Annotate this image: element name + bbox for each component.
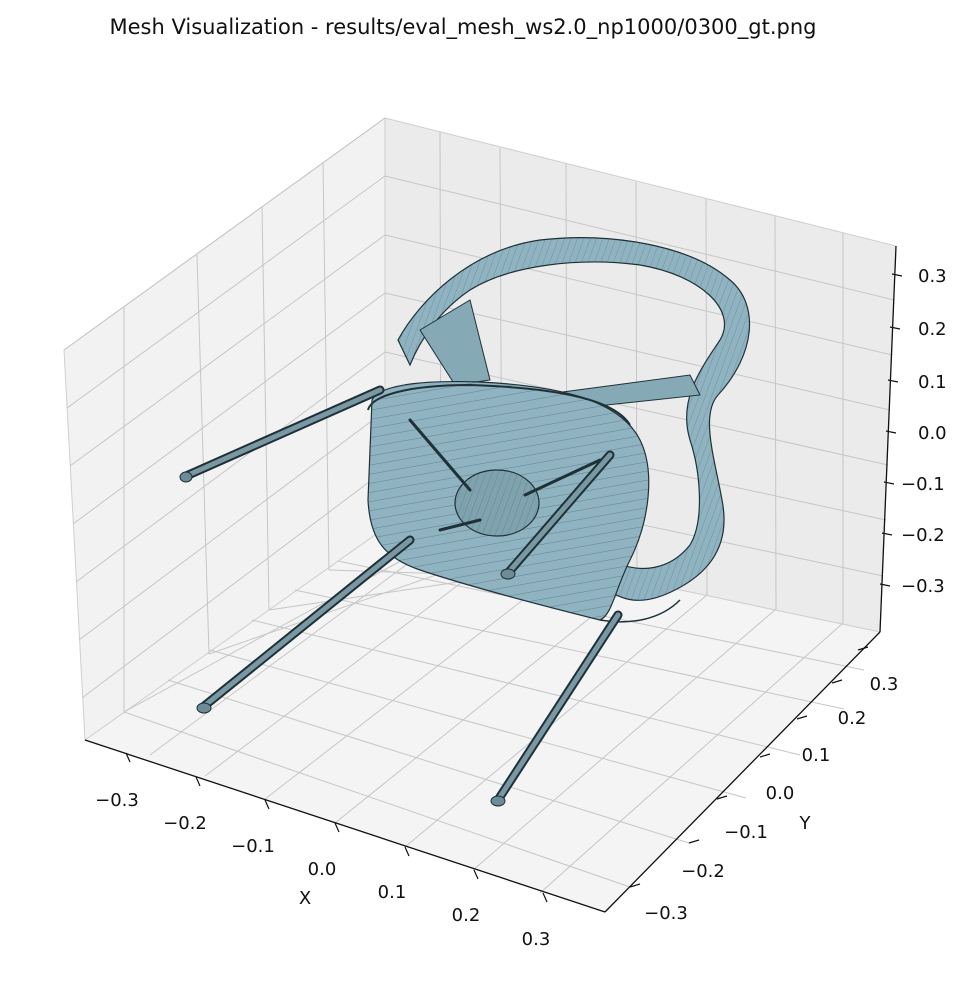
y-axis-ticks <box>629 646 869 888</box>
y-axis-label: Y <box>799 813 812 834</box>
axes-panes <box>63 117 897 913</box>
y-tick-label: 0.3 <box>870 674 899 695</box>
y-tick-label: −0.2 <box>681 861 725 882</box>
z-tick-label: 0.3 <box>918 266 947 287</box>
z-tick-label: 0.1 <box>918 372 947 393</box>
x-axis-ticks <box>125 752 548 903</box>
x-tick-label: 0.3 <box>522 929 551 950</box>
z-axis-ticks <box>879 273 903 587</box>
x-tick-label: −0.1 <box>231 836 275 857</box>
x-tick-label: 0.0 <box>308 859 337 880</box>
z-tick-label: 0.2 <box>918 319 947 340</box>
z-axis-line <box>879 245 897 633</box>
x-axis-label: X <box>299 888 311 909</box>
z-tick-label: −0.2 <box>901 525 945 546</box>
z-tick-label: 0.0 <box>918 423 947 444</box>
y-tick-label: 0.2 <box>838 708 867 729</box>
x-tick-label: 0.1 <box>378 882 407 903</box>
chair-legs <box>179 385 623 807</box>
y-tick-label: −0.3 <box>644 903 688 924</box>
x-axis-line <box>84 739 606 913</box>
chair-leg <box>490 610 623 807</box>
chair-mesh <box>179 237 751 807</box>
z-tick-labels: −0.3 −0.2 −0.1 0.0 0.1 0.2 0.3 <box>901 266 947 597</box>
y-tick-label: −0.1 <box>724 822 768 843</box>
chair-leg <box>196 535 415 714</box>
y-tick-labels: −0.3 −0.2 −0.1 0.0 0.1 0.2 0.3 <box>644 674 898 924</box>
chair-seat <box>367 381 681 623</box>
y-tick-label: 0.0 <box>766 783 795 804</box>
z-tick-label: −0.1 <box>901 474 945 495</box>
chair-leg <box>500 450 615 580</box>
y-axis-line <box>604 631 881 913</box>
axis-lines <box>84 245 897 913</box>
chart-title: Mesh Visualization - results/eval_mesh_w… <box>110 15 817 40</box>
chair-leg <box>179 385 385 483</box>
x-tick-labels: −0.3 −0.2 −0.1 0.0 0.1 0.2 0.3 <box>95 790 550 950</box>
z-tick-label: −0.3 <box>901 576 945 597</box>
y-tick-label: 0.1 <box>802 745 831 766</box>
x-tick-label: −0.3 <box>95 790 139 811</box>
x-tick-label: −0.2 <box>163 813 207 834</box>
x-tick-label: 0.2 <box>452 905 481 926</box>
